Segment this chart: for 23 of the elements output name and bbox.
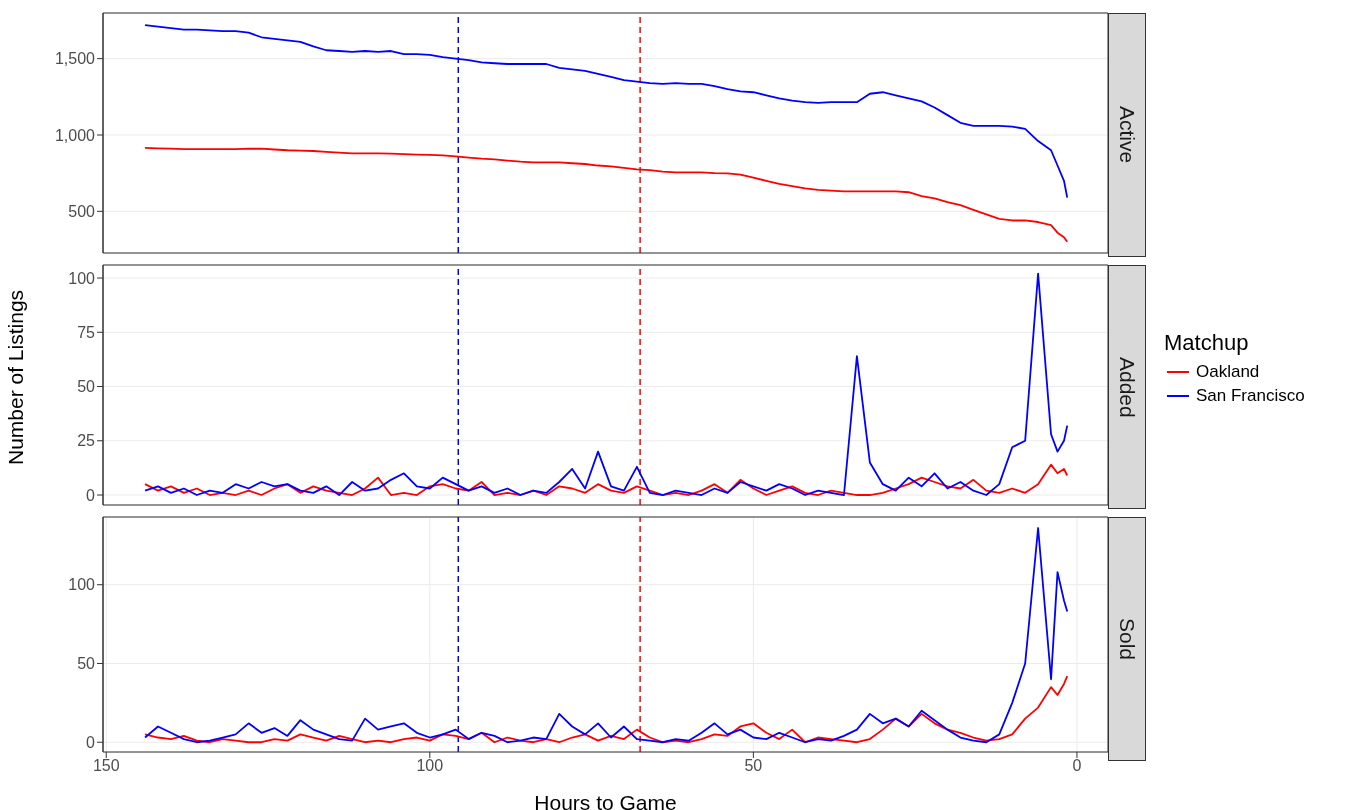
y-tick-label: 50: [77, 655, 96, 673]
text: Sold: [1115, 617, 1139, 661]
legend-label: San Francisco: [1196, 386, 1305, 406]
legend-title: Matchup: [1164, 330, 1250, 356]
x-tick-label: 150: [92, 757, 120, 775]
x-axis-title: Hours to Game: [534, 791, 677, 810]
y-tick-label: 0: [86, 733, 96, 751]
y-tick-label: 100: [68, 576, 96, 594]
y-tick-label: 1,500: [54, 50, 96, 68]
x-tick-label: 0: [1072, 757, 1082, 775]
y-axis-title: Number of Listings: [4, 289, 28, 465]
x-tick-label: 50: [744, 757, 763, 775]
y-tick-label: 0: [86, 486, 96, 504]
y-tick-label: 50: [77, 378, 96, 396]
x-tick-label: 100: [416, 757, 444, 775]
y-tick-label: 1,000: [54, 126, 96, 144]
y-tick-label: 500: [68, 203, 96, 220]
y-tick-label: 100: [68, 269, 96, 287]
text: Added: [1115, 356, 1139, 418]
y-tick-label: 25: [77, 432, 96, 450]
y-tick-label: 75: [77, 323, 96, 341]
legend-label: Oakland: [1196, 362, 1260, 382]
text: Active: [1115, 106, 1139, 164]
